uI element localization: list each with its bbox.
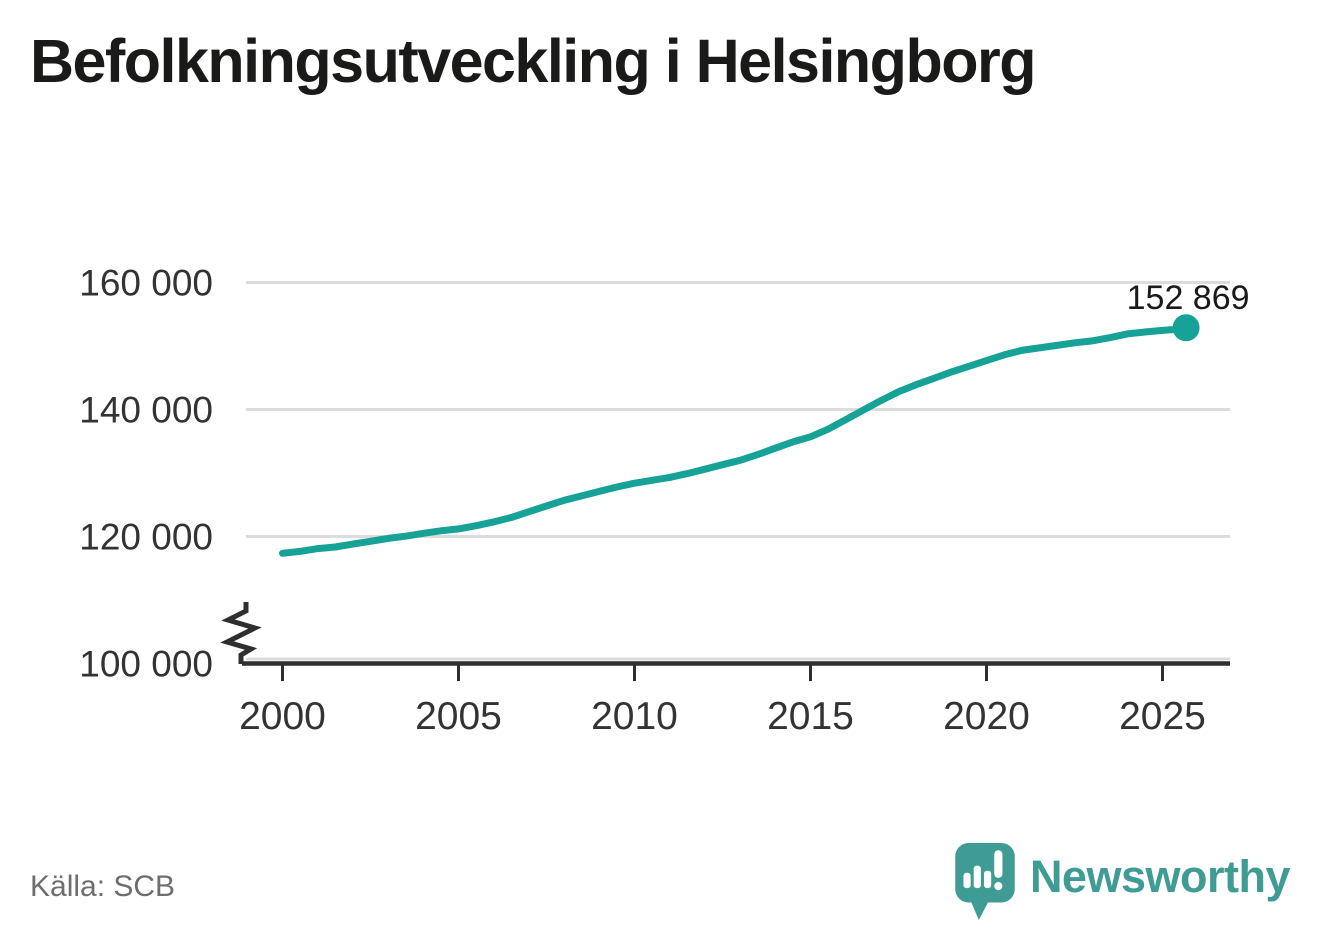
exclamation-bar-icon (994, 850, 1003, 878)
x-axis-tick-label: 2025 (1119, 695, 1206, 738)
x-axis-tick-label: 2015 (767, 695, 854, 738)
bar-icon-short (963, 872, 971, 889)
y-axis-tick-label: 120 000 (79, 517, 213, 558)
newsworthy-chart-bubble-icon (955, 843, 1015, 920)
newsworthy-logo: Newsworthy (954, 842, 1291, 922)
end-value-label: 152 869 (1127, 279, 1250, 317)
axis-break-icon (220, 602, 262, 664)
newsworthy-wordmark: Newsworthy (1029, 851, 1291, 902)
bar-icon-tall (973, 865, 981, 889)
y-axis-tick-label: 140 000 (79, 390, 213, 431)
x-axis-tick-label: 2010 (591, 695, 678, 738)
x-axis-tick-label: 2020 (943, 695, 1030, 738)
y-axis-tick-label: 100 000 (79, 644, 213, 685)
end-point-marker (1172, 314, 1200, 342)
source-text: Källa: SCB (30, 870, 176, 903)
population-line-series (279, 324, 1190, 557)
x-axis-tick-label: 2000 (239, 695, 326, 738)
chart-title: Befolkningsutveckling i Helsingborg (30, 27, 1036, 95)
y-axis-tick-label: 160 000 (79, 263, 213, 304)
exclamation-dot-icon (994, 882, 1003, 891)
x-axis-tick-label: 2005 (415, 695, 502, 738)
bar-icon-medium (983, 870, 992, 889)
